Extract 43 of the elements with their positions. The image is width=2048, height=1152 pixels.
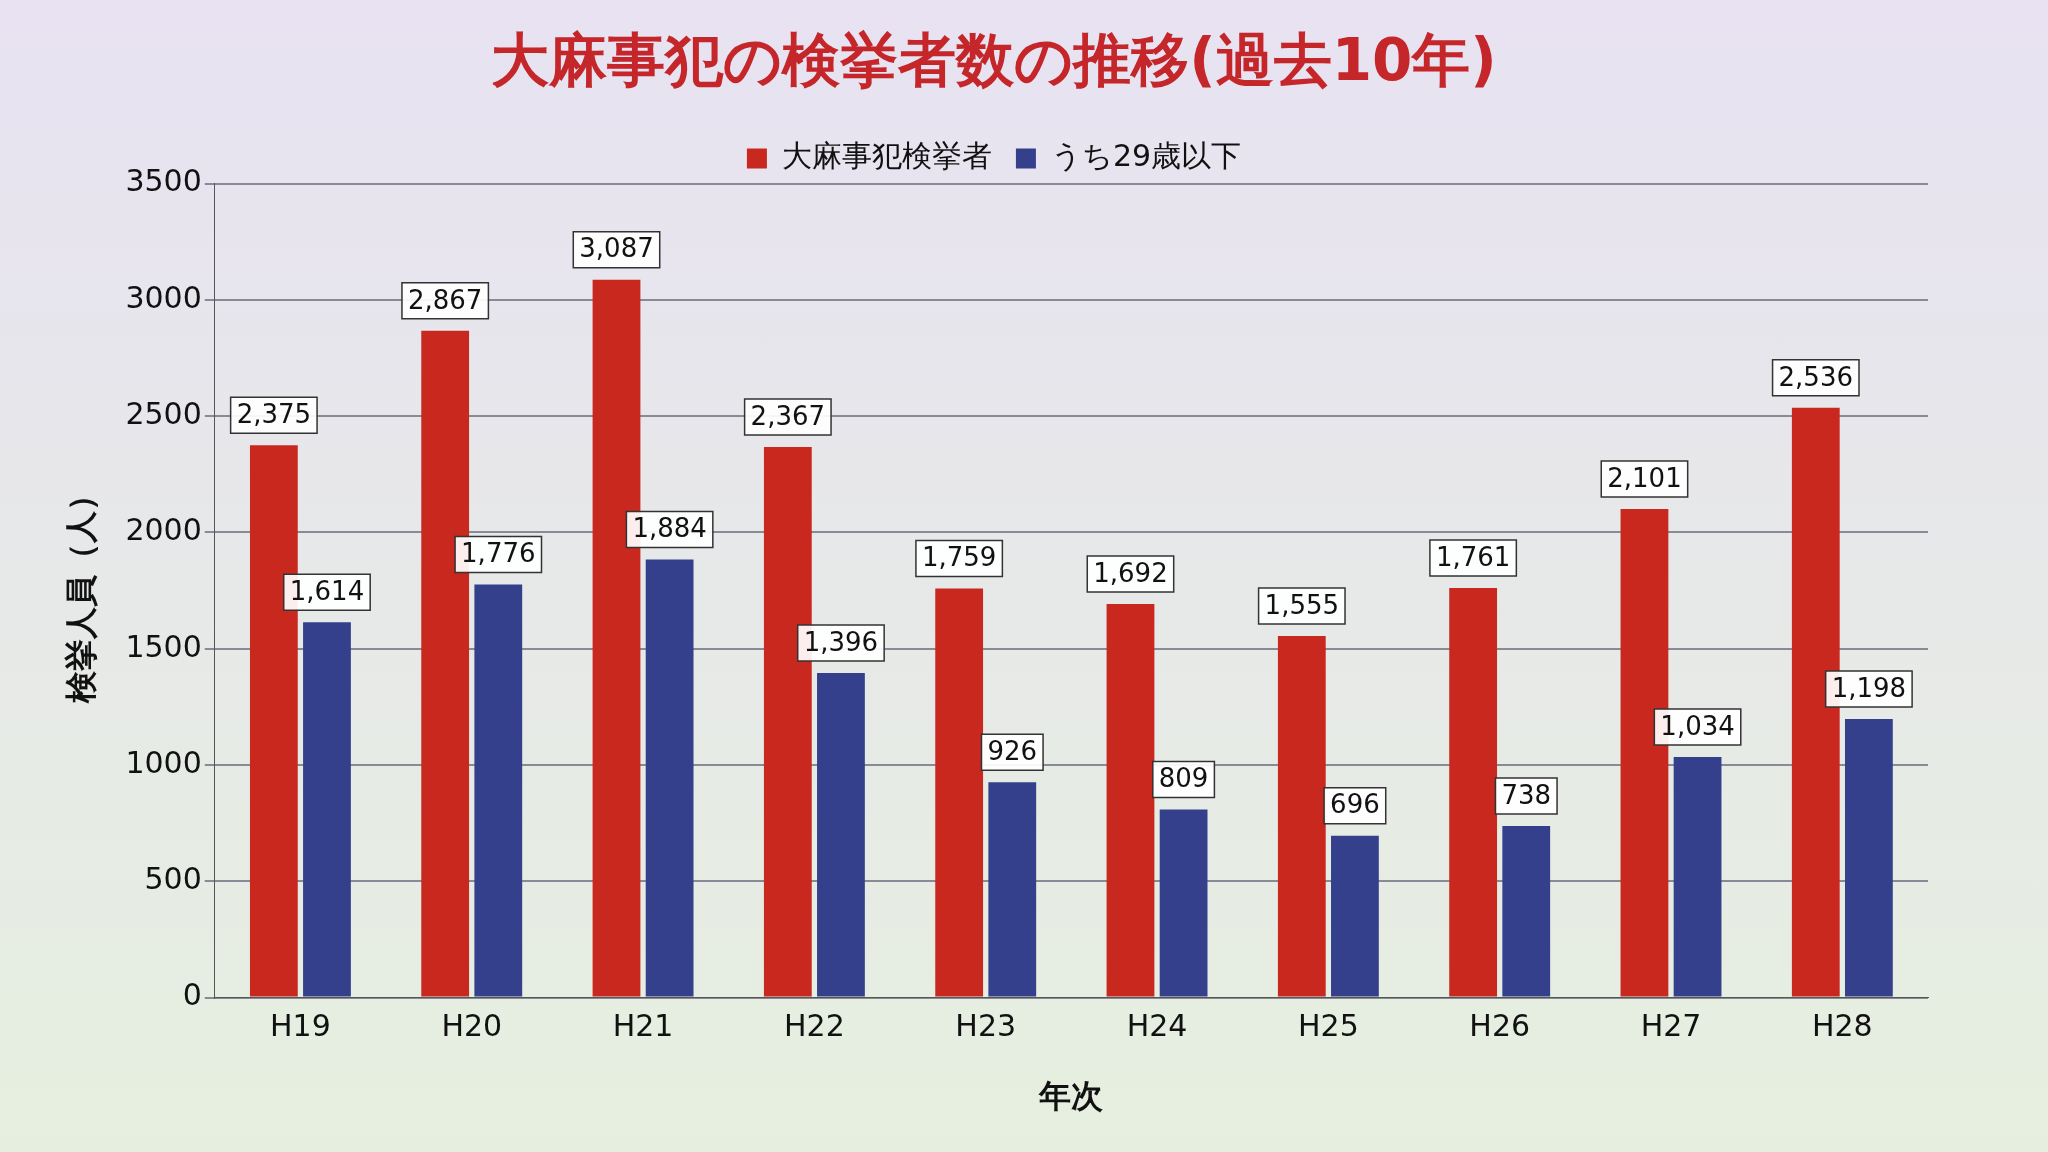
data-label: 1,776 <box>461 538 536 569</box>
data-label: 1,614 <box>289 575 365 606</box>
legend-label: 大麻事犯検挙者 <box>781 138 992 174</box>
x-axis-title: 年次 <box>1038 1077 1104 1116</box>
data-label: 2,375 <box>236 398 312 429</box>
x-tick-label: H28 <box>1811 1008 1873 1044</box>
y-tick-label: 2000 <box>125 512 202 548</box>
data-label: 1,198 <box>1831 672 1907 703</box>
data-label: 1,692 <box>1093 557 1168 588</box>
x-tick-label: H22 <box>784 1008 845 1044</box>
data-label: 2,367 <box>750 400 826 431</box>
data-label: 1,761 <box>1435 541 1511 572</box>
x-tick-label: H19 <box>270 1008 331 1044</box>
x-tick-label: H20 <box>441 1008 503 1044</box>
data-label: 2,536 <box>1778 361 1853 392</box>
data-label: 1,884 <box>632 513 707 544</box>
x-tick-label: H21 <box>612 1008 674 1044</box>
x-tick-label: H25 <box>1297 1008 1359 1044</box>
data-label: 809 <box>1158 763 1209 794</box>
y-tick-label: 3500 <box>125 163 202 199</box>
data-label: 2,101 <box>1607 462 1682 493</box>
y-axis-title: 検挙人員（人） <box>61 478 100 704</box>
data-label: 1,759 <box>921 542 997 573</box>
data-label: 926 <box>987 735 1038 766</box>
x-tick-label: H26 <box>1469 1008 1531 1044</box>
data-label: 1,555 <box>1264 589 1340 620</box>
data-label: 1,396 <box>803 626 879 657</box>
y-tick-label: 1000 <box>125 744 202 780</box>
y-tick-label: 0 <box>182 977 202 1013</box>
data-label: 696 <box>1330 789 1380 820</box>
data-label: 1,034 <box>1660 710 1735 741</box>
data-label: 2,867 <box>407 284 483 315</box>
y-tick-label: 2500 <box>125 395 202 431</box>
legend-label: うち29歳以下 <box>1050 138 1242 174</box>
data-label: 3,087 <box>579 233 654 264</box>
y-tick-label: 1500 <box>125 628 202 664</box>
chart-title: 大麻事犯の検挙者数の推移(過去10年) <box>491 25 1497 94</box>
x-tick-label: H23 <box>955 1008 1017 1044</box>
x-tick-label: H27 <box>1640 1008 1702 1044</box>
x-tick-label: H24 <box>1126 1008 1188 1044</box>
y-tick-label: 500 <box>144 861 202 897</box>
data-label: 738 <box>1501 779 1552 810</box>
y-tick-label: 3000 <box>125 279 202 315</box>
